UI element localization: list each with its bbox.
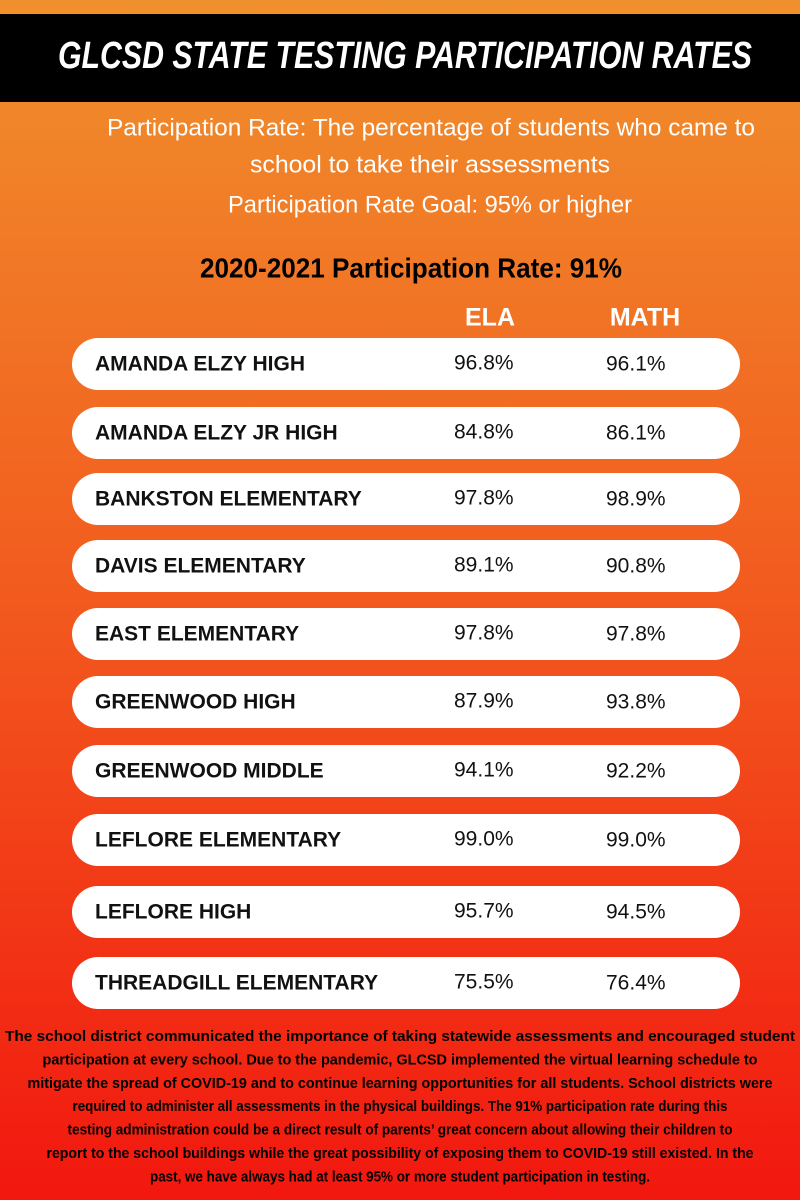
table-row xyxy=(72,407,740,459)
ela-rate: 99.0% xyxy=(454,828,514,851)
math-rate: 97.8% xyxy=(606,623,666,646)
table-row xyxy=(72,473,740,525)
footer-line: testing administration could be a direct… xyxy=(68,1122,733,1139)
school-name: LEFLORE ELEMENTARY xyxy=(95,829,341,852)
column-header: MATH xyxy=(610,304,680,332)
math-rate: 98.9% xyxy=(606,488,666,511)
school-name: LEFLORE HIGH xyxy=(95,901,251,924)
footer-line: participation at every school. Due to th… xyxy=(43,1051,758,1068)
ela-rate: 87.9% xyxy=(454,690,514,713)
footer-line: The school district communicated the imp… xyxy=(5,1028,795,1045)
school-name: AMANDA ELZY HIGH xyxy=(95,353,305,376)
school-name: GREENWOOD HIGH xyxy=(95,691,296,714)
ela-rate: 75.5% xyxy=(454,971,514,994)
intro-line: Participation Rate: The percentage of st… xyxy=(107,114,755,141)
school-name: GREENWOOD MIDDLE xyxy=(95,760,324,783)
math-rate: 86.1% xyxy=(606,422,666,445)
ela-rate: 94.1% xyxy=(454,759,514,782)
school-name: AMANDA ELZY JR HIGH xyxy=(95,422,338,445)
table-row xyxy=(72,886,740,938)
title-bar xyxy=(0,14,800,102)
table-row xyxy=(72,676,740,728)
footer-line: report to the school buildings while the… xyxy=(47,1145,754,1162)
ela-rate: 89.1% xyxy=(454,554,514,577)
footer-line: required to administer all assessments i… xyxy=(73,1098,728,1115)
math-rate: 93.8% xyxy=(606,691,666,714)
ela-rate: 97.8% xyxy=(454,487,514,510)
intro-line: school to take their assessments xyxy=(250,151,610,178)
school-name: DAVIS ELEMENTARY xyxy=(95,555,306,578)
math-rate: 90.8% xyxy=(606,555,666,578)
math-rate: 76.4% xyxy=(606,972,666,995)
ela-rate: 97.8% xyxy=(454,622,514,645)
footer-line: mitigate the spread of COVID-19 and to c… xyxy=(28,1075,773,1092)
math-rate: 99.0% xyxy=(606,829,666,852)
table-row xyxy=(72,957,740,1009)
intro-line: Participation Rate Goal: 95% or higher xyxy=(228,191,632,218)
math-rate: 94.5% xyxy=(606,901,666,924)
math-rate: 92.2% xyxy=(606,760,666,783)
title: GLCSD STATE TESTING PARTICIPATION RATES xyxy=(58,35,752,77)
school-name: BANKSTON ELEMENTARY xyxy=(95,488,362,511)
school-name: THREADGILL ELEMENTARY xyxy=(95,972,378,995)
table-row xyxy=(72,540,740,592)
ela-rate: 96.8% xyxy=(454,352,514,375)
ela-rate: 84.8% xyxy=(454,421,514,444)
footer-line: past, we have always had at least 95% or… xyxy=(150,1168,650,1185)
school-name: EAST ELEMENTARY xyxy=(95,623,299,646)
column-header: ELA xyxy=(465,304,515,332)
table-row xyxy=(72,814,740,866)
table-row xyxy=(72,745,740,797)
math-rate: 96.1% xyxy=(606,353,666,376)
table-row xyxy=(72,338,740,390)
table-row xyxy=(72,608,740,660)
ela-rate: 95.7% xyxy=(454,900,514,923)
subtitle: 2020-2021 Participation Rate: 91% xyxy=(200,252,622,283)
